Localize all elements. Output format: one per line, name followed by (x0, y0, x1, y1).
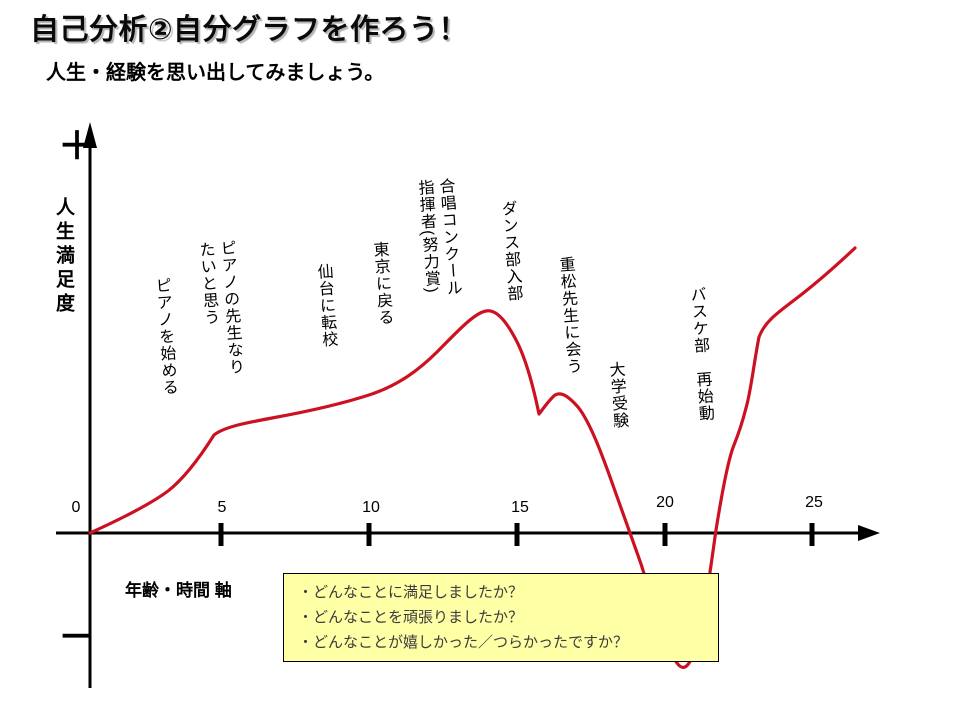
x-tick-label-25: 25 (805, 494, 823, 511)
x-tick-label-10: 10 (362, 499, 380, 516)
minus-sign: － (58, 617, 96, 659)
x-tick-label-5: 5 (217, 499, 227, 516)
plus-sign: ＋ (58, 126, 96, 168)
x-axis-title: 年齢・時間 軸 (125, 581, 232, 600)
y-axis-arrowhead-icon (83, 122, 97, 148)
x-tick-label-15: 15 (511, 499, 529, 516)
x-tick-label-20: 20 (656, 494, 674, 511)
question-item-2: ・どんなことを頑張りましたか？ (298, 609, 524, 626)
x-tick-label-0: 0 (71, 499, 81, 516)
question-box: ・どんなことに満足しましたか？ ・どんなことを頑張りましたか？ ・どんなことが嬉… (283, 573, 719, 662)
y-axis-title: 人生満足度 (53, 197, 74, 317)
slide-subtitle: 人生・経験を思い出してみましょう。 (46, 62, 385, 84)
life-satisfaction-curve (88, 246, 857, 670)
question-item-3: ・どんなことが嬉しかった／つらかったですか？ (298, 634, 629, 651)
event-label-chorus-conductor: 合唱コンクール 指揮者(努力賞) (413, 177, 463, 299)
x-axis-arrowhead-icon (858, 525, 880, 541)
slide-title: 自己分析②自分グラフを作ろう！ (30, 14, 469, 46)
question-item-1: ・どんなことに満足しましたか？ (298, 584, 524, 601)
